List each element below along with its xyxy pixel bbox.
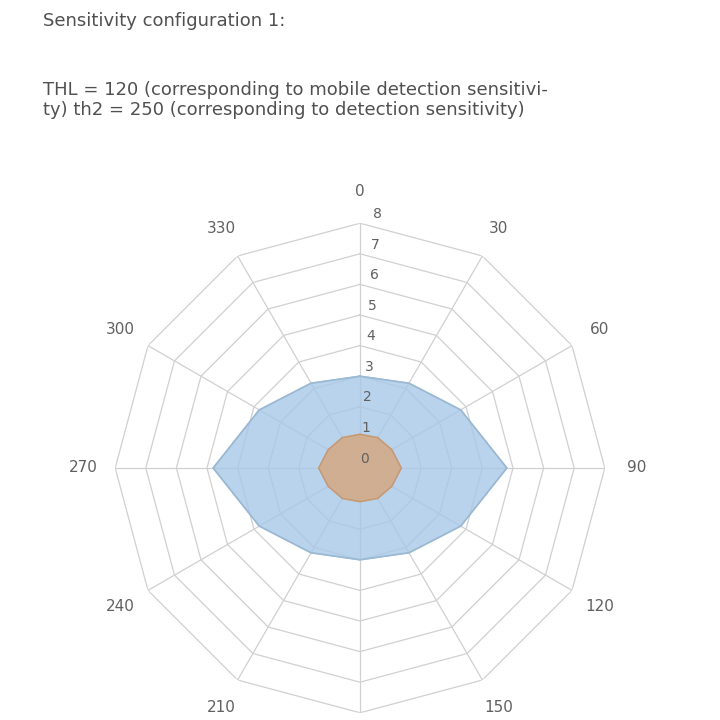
Text: 7: 7 (372, 238, 380, 252)
Text: 300: 300 (106, 322, 135, 337)
Polygon shape (213, 376, 507, 560)
Text: 120: 120 (585, 599, 614, 614)
Text: 0: 0 (360, 451, 369, 466)
Text: 60: 60 (590, 322, 609, 337)
Polygon shape (319, 434, 401, 502)
Text: 330: 330 (207, 221, 236, 236)
Text: Sensitivity configuration 1:: Sensitivity configuration 1: (43, 12, 286, 30)
Text: 0: 0 (355, 184, 365, 199)
Text: 240: 240 (106, 599, 135, 614)
Text: 4: 4 (366, 329, 375, 343)
Text: 5: 5 (368, 299, 377, 312)
Text: 270: 270 (69, 461, 98, 475)
Text: 1: 1 (361, 421, 371, 435)
Text: 8: 8 (373, 207, 382, 221)
Text: 3: 3 (365, 360, 374, 374)
Text: 90: 90 (627, 461, 647, 475)
Text: THL = 120 (corresponding to mobile detection sensitivi-
ty) th2 = 250 (correspon: THL = 120 (corresponding to mobile detec… (43, 81, 548, 120)
Text: 2: 2 (364, 390, 372, 405)
Text: 30: 30 (489, 221, 508, 236)
Text: 210: 210 (207, 700, 236, 715)
Text: 6: 6 (370, 269, 379, 282)
Text: 150: 150 (484, 700, 513, 715)
